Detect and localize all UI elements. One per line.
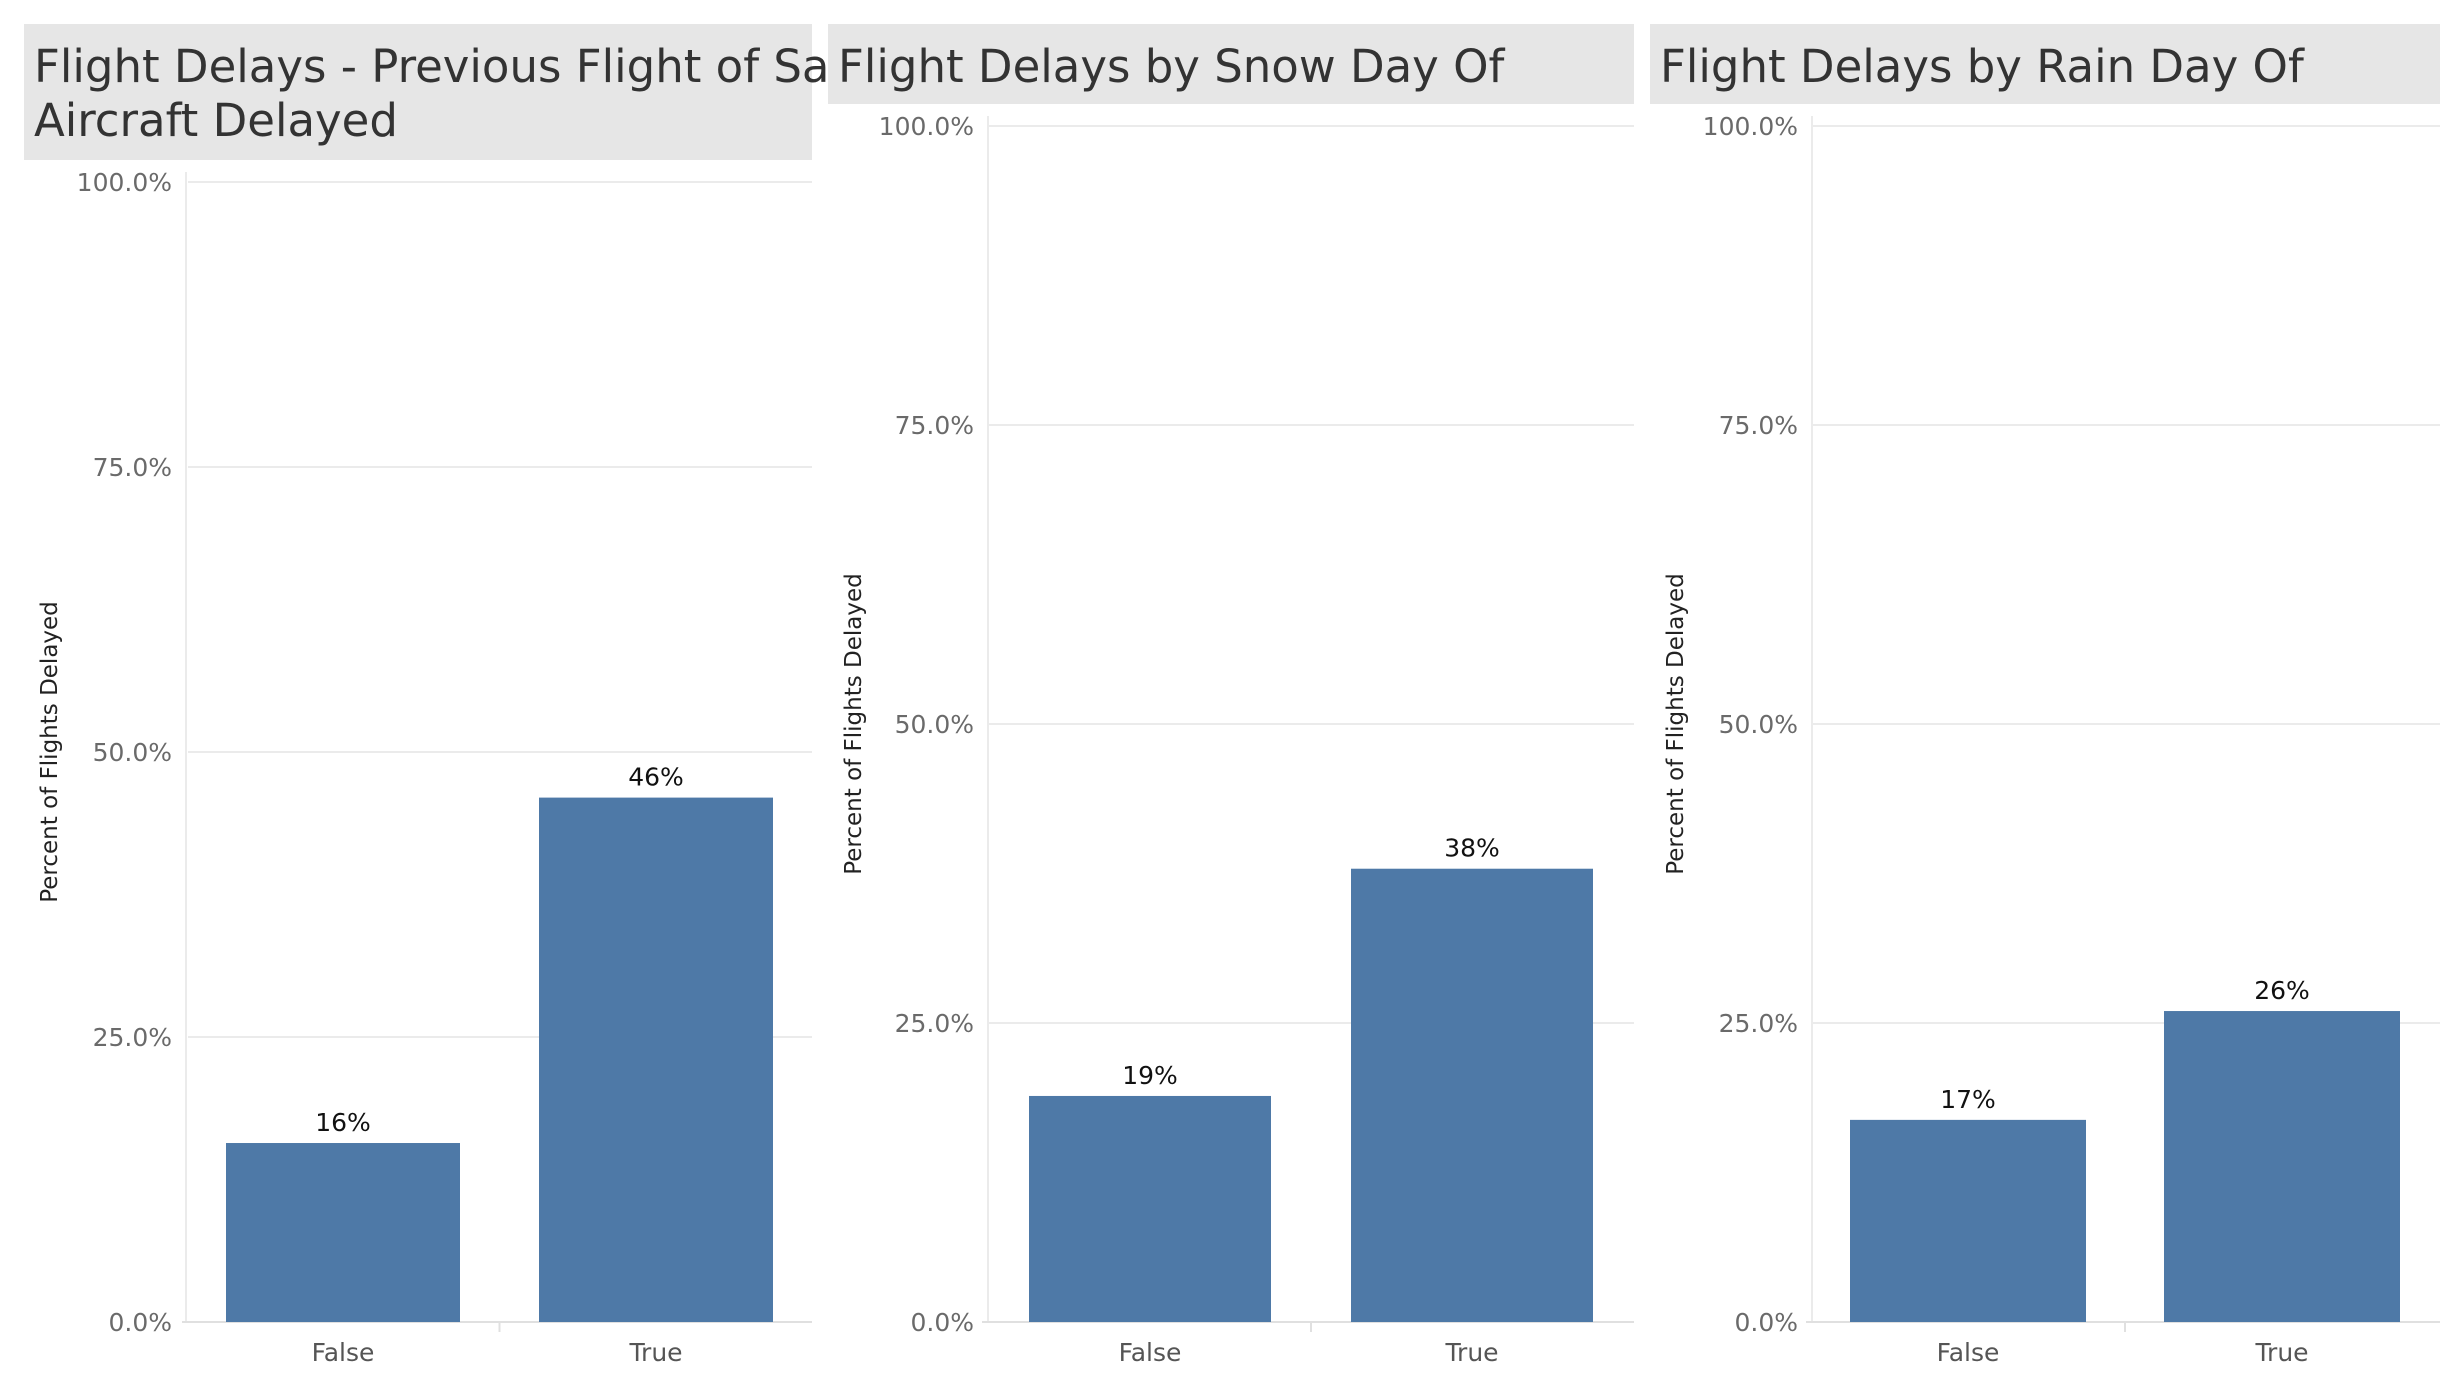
y-tick-label: 50.0% bbox=[1719, 710, 1798, 739]
data-label: 26% bbox=[2254, 976, 2310, 1005]
y-tick-label: 100.0% bbox=[77, 168, 172, 197]
chart-title-background bbox=[1650, 24, 2440, 104]
chart-title-line: Flight Delays by Rain Day Of bbox=[1660, 40, 2305, 93]
y-axis-label: Percent of Flights Delayed bbox=[1663, 573, 1689, 875]
data-label: 46% bbox=[628, 763, 684, 792]
x-category-label: False bbox=[1937, 1338, 2000, 1367]
y-tick-label: 0.0% bbox=[910, 1308, 974, 1337]
y-tick-label: 50.0% bbox=[93, 738, 172, 767]
y-tick-label: 25.0% bbox=[93, 1023, 172, 1052]
y-tick-label: 25.0% bbox=[895, 1009, 974, 1038]
chart-title-line: Flight Delays by Snow Day Of bbox=[838, 40, 1506, 93]
chart-title-line: Flight Delays - Previous Flight of Same bbox=[34, 40, 901, 93]
y-tick-label: 75.0% bbox=[1719, 411, 1798, 440]
chart-title-background bbox=[24, 24, 812, 160]
x-category-label: True bbox=[1444, 1338, 1498, 1367]
y-tick-label: 100.0% bbox=[879, 112, 974, 141]
chart-title-background bbox=[828, 24, 1634, 104]
chart-panel-1: Flight Delays - Previous Flight of SameA… bbox=[24, 24, 901, 1367]
y-tick-label: 75.0% bbox=[895, 411, 974, 440]
chart-title-line: Aircraft Delayed bbox=[34, 94, 398, 147]
data-label: 17% bbox=[1940, 1085, 1996, 1114]
y-tick-label: 0.0% bbox=[108, 1308, 172, 1337]
y-tick-label: 100.0% bbox=[1703, 112, 1798, 141]
x-category-label: True bbox=[628, 1338, 682, 1367]
bar-true bbox=[2164, 1011, 2400, 1322]
y-tick-label: 75.0% bbox=[93, 453, 172, 482]
bar-false bbox=[1850, 1119, 2086, 1322]
bar-false bbox=[1029, 1095, 1271, 1322]
y-axis-label: Percent of Flights Delayed bbox=[841, 573, 867, 875]
x-category-label: False bbox=[1119, 1338, 1182, 1367]
chart-panel-2: Flight Delays by Snow Day Of 0.0% 25.0% 50.… bbox=[828, 24, 1634, 1367]
chart-panel-3: Flight Delays by Rain Day Of 0.0% 25.0% 50.… bbox=[1650, 24, 2440, 1367]
y-tick-label: 25.0% bbox=[1719, 1009, 1798, 1038]
bar-false bbox=[226, 1143, 460, 1322]
bar-true bbox=[539, 797, 773, 1322]
y-tick-label: 0.0% bbox=[1734, 1308, 1798, 1337]
data-label: 19% bbox=[1122, 1061, 1178, 1090]
x-category-label: True bbox=[2254, 1338, 2308, 1367]
data-label: 16% bbox=[315, 1108, 371, 1137]
data-label: 38% bbox=[1444, 834, 1500, 863]
y-axis-label: Percent of Flights Delayed bbox=[37, 601, 63, 903]
y-tick-label: 50.0% bbox=[895, 710, 974, 739]
bar-true bbox=[1351, 868, 1593, 1322]
x-category-label: False bbox=[312, 1338, 375, 1367]
